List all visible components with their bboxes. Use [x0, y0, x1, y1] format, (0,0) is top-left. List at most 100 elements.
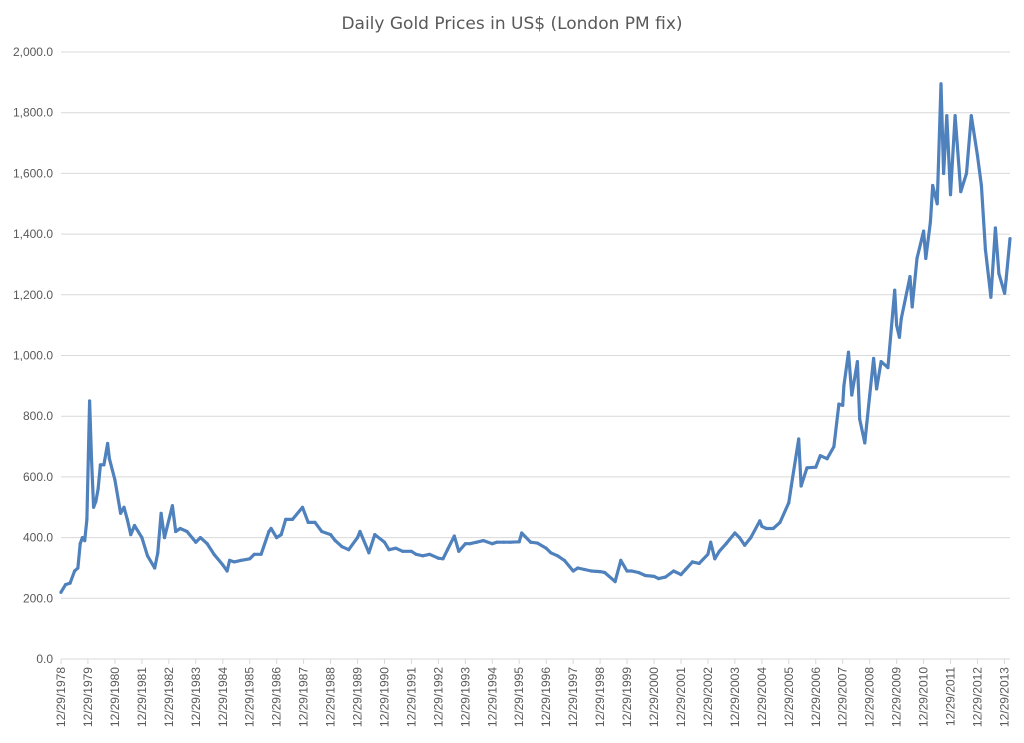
data-point [239, 558, 243, 563]
data-point [68, 581, 72, 585]
data-point [818, 454, 822, 458]
x-tick-label: 12/29/1980 [108, 667, 122, 727]
data-point [394, 546, 398, 550]
data-point [212, 552, 216, 556]
data-point [520, 531, 524, 535]
data-point [221, 563, 225, 567]
data-point [170, 504, 174, 508]
y-tick-label: 800.0 [23, 409, 53, 423]
data-point [993, 226, 998, 230]
y-axis-ticks: 0.0 200.0 400.0 600.0 800.0 1,000.0 1,200.0 1,4… [13, 45, 53, 666]
data-point [549, 551, 553, 555]
data-point [475, 540, 479, 544]
data-point [989, 295, 993, 299]
x-tick-label: 12/29/1993 [458, 667, 472, 727]
data-point [743, 543, 747, 547]
data-point [73, 569, 77, 573]
data-point [733, 531, 737, 535]
data-point [764, 526, 769, 531]
data-point [760, 524, 764, 529]
data-point [797, 437, 801, 441]
data-point [915, 256, 919, 260]
x-tick-label: 12/29/2012 [971, 667, 985, 727]
data-point [899, 317, 903, 321]
x-tick-label: 12/29/2003 [728, 667, 742, 727]
data-point [959, 190, 963, 194]
data-point [284, 517, 288, 522]
data-point [799, 484, 803, 488]
data-point [544, 546, 548, 550]
data-point [78, 542, 82, 546]
data-point [717, 549, 721, 553]
data-point [329, 533, 333, 537]
y-tick-label: 1,000.0 [13, 349, 53, 363]
data-point [162, 536, 167, 540]
x-tick-label: 12/29/2010 [917, 667, 931, 727]
data-point [737, 536, 742, 540]
data-point [122, 505, 126, 509]
data-point [724, 542, 728, 546]
data-point [855, 360, 860, 364]
data-point [529, 540, 533, 544]
x-tick-label: 12/29/1981 [135, 667, 149, 727]
data-point [837, 402, 841, 406]
data-point [983, 247, 988, 251]
data-point [436, 556, 440, 560]
x-tick-label: 12/29/2006 [809, 667, 823, 727]
data-point [969, 114, 973, 118]
x-tick-label: 12/29/1991 [404, 667, 418, 727]
x-tick-label: 12/29/1978 [54, 667, 68, 727]
data-point [868, 393, 872, 397]
x-tick-label: 12/29/1986 [270, 667, 284, 727]
data-point [463, 542, 467, 546]
x-tick-label: 12/29/1992 [431, 667, 445, 727]
data-point [758, 519, 762, 523]
x-tick-label: 12/29/1984 [216, 667, 230, 727]
data-point [679, 573, 683, 577]
x-tick-label: 12/29/1987 [297, 667, 311, 727]
data-point [643, 573, 647, 578]
x-axis-ticks: 12/29/1978 12/29/1979 12/29/1980 12/29/1981… [54, 659, 1011, 727]
data-point [979, 183, 984, 188]
data-point [657, 577, 661, 581]
data-point [96, 487, 100, 491]
data-point [373, 533, 377, 537]
data-point [129, 533, 133, 537]
x-tick-label: 12/29/2001 [674, 667, 688, 727]
data-point [232, 560, 236, 564]
data-point [414, 552, 418, 556]
data-point [125, 517, 129, 522]
data-point [964, 171, 969, 175]
data-point [132, 523, 137, 528]
data-point [625, 569, 629, 573]
data-point [89, 457, 94, 461]
data-point [805, 466, 809, 470]
series-layer [59, 82, 1012, 594]
data-point [613, 580, 617, 584]
data-point [814, 465, 818, 469]
data-point [636, 570, 641, 575]
data-point [997, 272, 1001, 276]
data-point [83, 539, 87, 543]
data-point [333, 539, 337, 543]
data-point [684, 567, 688, 572]
data-point [886, 366, 890, 370]
data-point [589, 569, 593, 573]
data-point [387, 548, 391, 552]
data-point [928, 220, 933, 224]
data-point [428, 552, 432, 556]
y-tick-label: 400.0 [23, 531, 53, 545]
x-tick-label: 12/29/1989 [351, 667, 365, 727]
x-tick-label: 12/29/2002 [701, 667, 715, 727]
data-point [749, 536, 753, 540]
data-point [88, 399, 92, 403]
data-point [205, 542, 209, 546]
data-point [468, 542, 472, 546]
data-point [508, 540, 512, 544]
x-tick-label: 12/29/1979 [81, 667, 95, 727]
data-point [1003, 291, 1007, 295]
data-point [119, 511, 123, 515]
data-point [787, 501, 791, 505]
data-point [825, 457, 829, 461]
